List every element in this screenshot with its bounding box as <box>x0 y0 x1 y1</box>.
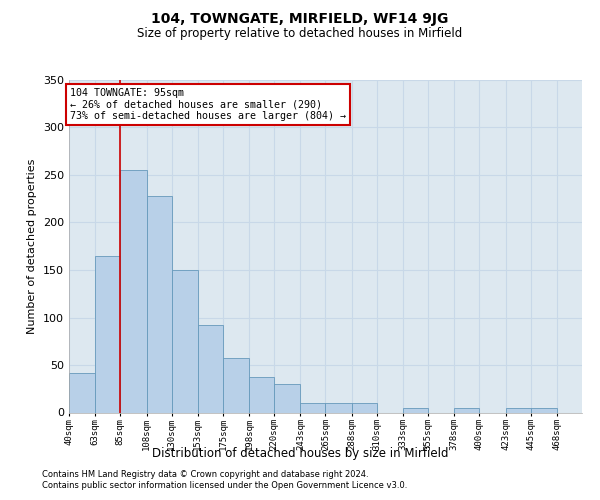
Text: 104 TOWNGATE: 95sqm
← 26% of detached houses are smaller (290)
73% of semi-detac: 104 TOWNGATE: 95sqm ← 26% of detached ho… <box>70 88 346 121</box>
Bar <box>223 358 249 412</box>
Text: Size of property relative to detached houses in Mirfield: Size of property relative to detached ho… <box>137 28 463 40</box>
Bar <box>274 384 301 412</box>
Bar <box>172 270 198 412</box>
Bar <box>325 403 352 412</box>
Bar <box>454 408 479 412</box>
Bar <box>530 408 557 412</box>
Bar <box>198 325 223 412</box>
Bar <box>69 372 95 412</box>
Bar <box>146 196 172 412</box>
Y-axis label: Number of detached properties: Number of detached properties <box>28 158 37 334</box>
Bar <box>95 256 120 412</box>
Text: Contains HM Land Registry data © Crown copyright and database right 2024.: Contains HM Land Registry data © Crown c… <box>42 470 368 479</box>
Text: Distribution of detached houses by size in Mirfield: Distribution of detached houses by size … <box>152 448 448 460</box>
Text: 104, TOWNGATE, MIRFIELD, WF14 9JG: 104, TOWNGATE, MIRFIELD, WF14 9JG <box>151 12 449 26</box>
Text: Contains public sector information licensed under the Open Government Licence v3: Contains public sector information licen… <box>42 481 407 490</box>
Bar <box>301 403 325 412</box>
Bar <box>120 170 146 412</box>
Bar <box>249 378 274 412</box>
Bar <box>506 408 530 412</box>
Bar <box>403 408 428 412</box>
Bar <box>352 403 377 412</box>
